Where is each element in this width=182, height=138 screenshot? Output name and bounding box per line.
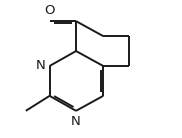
Text: N: N: [36, 59, 46, 72]
Text: O: O: [44, 4, 55, 17]
Text: N: N: [71, 115, 81, 128]
